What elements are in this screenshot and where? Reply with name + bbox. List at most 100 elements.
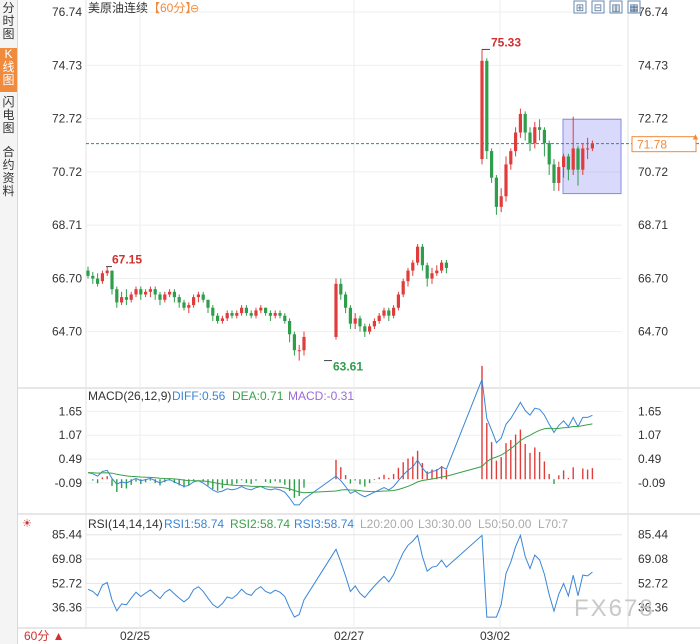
date-label: 02/27 [334, 629, 364, 643]
l20-label: L20:20.00 [360, 517, 414, 531]
macd-diff-label: DIFF:0.56 [172, 389, 226, 403]
candle-body [533, 127, 537, 144]
candle-body [86, 270, 90, 276]
price-tick-label-left: 66.70 [52, 272, 82, 286]
candle-body [518, 113, 522, 133]
period-selector[interactable]: 60分 ▲ [24, 629, 65, 643]
candle-body [302, 336, 306, 351]
rsi2-label: RSI2:58.74 [230, 517, 290, 531]
macd-legend: MACD(26,12,9) [88, 389, 171, 403]
low-price-label: 63.61 [333, 360, 363, 374]
chart-title: 美原油连续 [88, 0, 148, 15]
candle-body [586, 148, 590, 150]
candle-body [440, 262, 444, 271]
candle-body [220, 318, 224, 322]
candle-body [201, 294, 205, 300]
candle-body [158, 294, 162, 300]
candle-body [268, 313, 272, 316]
candle-body [494, 177, 498, 207]
candle-body [163, 294, 167, 300]
candle-body [100, 273, 104, 282]
candle-body [538, 127, 542, 130]
candle-body [509, 151, 513, 165]
rsi3-label: RSI3:58.74 [294, 517, 354, 531]
candle-body [490, 151, 494, 178]
candle-body [387, 310, 391, 316]
price-tick-label-right: 72.72 [638, 112, 668, 126]
price-tick-label-left: 74.73 [52, 58, 82, 72]
candle-body [216, 315, 220, 322]
tab-flash-chart[interactable]: 闪电图 [0, 96, 17, 138]
candle-body [225, 313, 229, 319]
candle-body [576, 148, 580, 170]
tab-time-chart[interactable]: 分时图 [0, 2, 17, 44]
watermark: FX678 [574, 595, 655, 622]
candle-body [244, 307, 248, 314]
period-toggle-icon: ⊖ [190, 3, 199, 15]
candle-body [372, 321, 376, 327]
rsi-tick-label-left: 69.08 [52, 552, 82, 566]
l50-label: L50:50.00 [478, 517, 532, 531]
candle-body [283, 315, 287, 322]
zoom-in-icon[interactable] [573, 0, 587, 14]
candle-body [528, 132, 532, 144]
rsi-tick-label-right: 85.44 [638, 528, 668, 542]
settings-sun-icon: ☀ [22, 518, 32, 530]
candle-body [278, 313, 282, 316]
macd-value-label: MACD:-0.31 [288, 389, 354, 403]
high-price-label: 75.33 [491, 35, 521, 49]
candle-body [192, 297, 196, 306]
candle-body [444, 262, 448, 268]
candle-body [344, 294, 348, 308]
candle-body [581, 148, 585, 170]
rsi-legend: RSI(14,14,14) [88, 517, 163, 531]
rsi1-label: RSI1:58.74 [164, 517, 224, 531]
price-tick-label-left: 76.74 [52, 5, 82, 19]
price-tick-label-right: 74.73 [638, 58, 668, 72]
candle-body [358, 318, 362, 327]
price-tick-label-right: 76.74 [638, 5, 668, 19]
candle-body [187, 305, 191, 308]
more-icon[interactable] [627, 0, 641, 14]
macd-tick-label-left: 1.07 [59, 428, 83, 442]
rsi-tick-label-right: 36.36 [638, 601, 668, 615]
candle-body [211, 307, 215, 316]
candle-body [196, 294, 200, 298]
macd-tick-label-left: 1.65 [59, 404, 83, 418]
zoom-out-icon-glyph: ⊟ [594, 3, 602, 14]
macd-tick-label-left: -0.09 [55, 476, 83, 490]
chart-type-icon-glyph: ▥ [611, 3, 620, 14]
tab-contract-info[interactable]: 合约资料 [0, 146, 17, 202]
price-tick-label-left: 70.72 [52, 165, 82, 179]
zoom-out-icon[interactable] [591, 0, 605, 14]
price-up-arrow-icon: ▲ [691, 132, 700, 142]
candle-body [401, 281, 405, 295]
candle-body [254, 310, 258, 316]
candle-body [334, 283, 338, 337]
candle-body [382, 310, 386, 316]
diff-line [87, 379, 593, 506]
candle-body [411, 262, 415, 271]
macd-tick-label-right: -0.09 [638, 476, 666, 490]
candle-body [182, 302, 186, 308]
chart-type-icon[interactable] [609, 0, 623, 14]
rsi-tick-label-left: 85.44 [52, 528, 82, 542]
chart-period: 【60分】 [148, 1, 197, 15]
candle-body [273, 313, 277, 316]
candle-body [153, 289, 157, 295]
candle-body [523, 113, 527, 133]
candle-body [392, 307, 396, 316]
candle-body [420, 246, 424, 266]
candle-body [396, 294, 400, 308]
candle-body [499, 196, 503, 207]
candle-body [377, 315, 381, 322]
candle-body [425, 265, 429, 279]
candle-body [144, 291, 148, 295]
dea-line [87, 423, 593, 494]
candle-body [115, 289, 119, 303]
current-price-label: 71.78 [637, 138, 667, 152]
macd-tick-label-right: 1.07 [638, 428, 662, 442]
